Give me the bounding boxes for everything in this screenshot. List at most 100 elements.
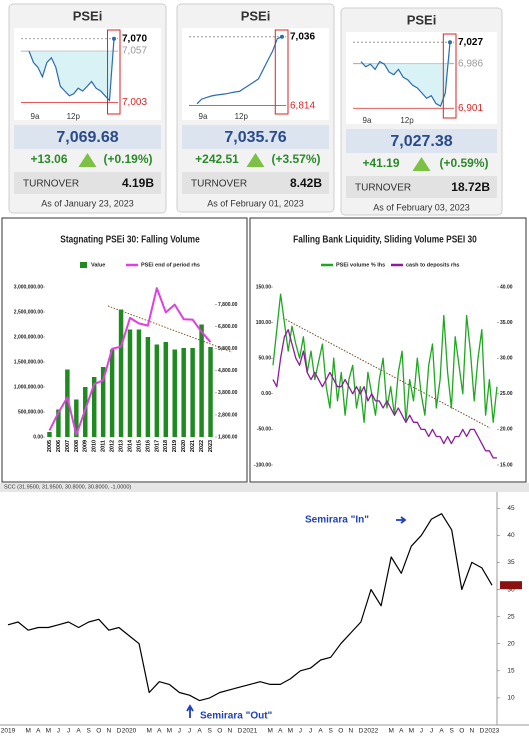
y-tick-label: 30	[507, 586, 515, 593]
x-tick-label: 9a	[199, 112, 208, 121]
x-tick-label: A	[318, 728, 323, 735]
x-tick-label: 2021	[243, 728, 258, 735]
bar	[199, 324, 204, 437]
legend-swatch	[80, 262, 87, 268]
last-point	[280, 34, 284, 39]
x-tick-label: 2019	[172, 440, 178, 452]
y2-tick-label: 7,800.00	[218, 302, 238, 308]
x-tick-label: O	[96, 728, 101, 735]
bar	[190, 348, 195, 437]
last-point	[448, 40, 452, 45]
x-tick-label: 2020	[122, 728, 137, 735]
x-tick-label: 2012	[110, 440, 116, 452]
y2-tick-label: 20.00	[500, 427, 513, 433]
chart-frame	[1, 217, 248, 483]
chart-bg	[182, 28, 329, 120]
x-tick-label: A	[76, 728, 81, 735]
legend-label: PSEi end of period rhs	[141, 262, 200, 268]
y-tick-label: 2,000,000.00	[14, 334, 43, 340]
area	[361, 42, 450, 107]
turnover-label: TURNOVER	[191, 179, 247, 190]
highlight-box	[442, 33, 457, 119]
up-triangle	[78, 153, 97, 167]
x-tick-label: A	[36, 728, 41, 735]
y-tick-label: 7,057	[122, 46, 147, 57]
arrow	[186, 704, 194, 718]
x-tick-label: M	[388, 728, 393, 735]
y-tick-label: 20	[507, 640, 515, 647]
x-tick-label: 12p	[67, 112, 81, 121]
x-tick-label: J	[299, 728, 302, 735]
card-percent: (+3.57%)	[271, 152, 320, 166]
x-tick-label: M	[267, 728, 272, 735]
y-tick-label: 35	[507, 559, 515, 566]
legend-label: Value	[91, 262, 105, 268]
x-tick-label: O	[459, 728, 464, 735]
x-tick-label: N	[348, 728, 353, 735]
y-tick-label: 45	[507, 505, 515, 512]
x-tick-label: 2021	[190, 440, 196, 452]
x-tick-label: A	[197, 728, 202, 735]
x-tick-label: S	[207, 728, 212, 735]
y2-tick-label: 3,800.00	[218, 390, 238, 396]
value-box	[14, 125, 161, 149]
last-point	[112, 36, 116, 41]
y-tick-label: -100.00	[254, 462, 271, 468]
x-tick-label: J	[57, 728, 60, 735]
x-tick-label: J	[430, 728, 433, 735]
card-value: 7,035.76	[224, 129, 286, 146]
line	[28, 38, 115, 102]
bar	[91, 377, 97, 437]
value-box	[346, 129, 497, 153]
x-tick-label: J	[420, 728, 423, 735]
up-triangle	[412, 157, 431, 171]
y-tick-label: 15	[507, 668, 515, 675]
turnover-box	[346, 176, 497, 198]
card-date: As of January 23, 2023	[41, 198, 134, 208]
x-tick-label: N	[469, 728, 474, 735]
card-title: PSEi	[241, 8, 271, 23]
bar	[172, 349, 177, 437]
x-tick-label: J	[67, 728, 70, 735]
chart-title: Stagnating PSEi 30: Falling Volume	[60, 235, 200, 246]
x-tick-label: 2015	[136, 440, 142, 452]
bar	[118, 309, 124, 437]
x-tick-label: 9a	[363, 116, 372, 125]
highlight-box	[107, 29, 121, 115]
turnover-value: 8.42B	[290, 176, 322, 190]
line	[272, 329, 497, 459]
y-tick-label: 50.00	[258, 356, 271, 362]
y2-tick-label: 30.00	[500, 356, 513, 362]
y-tick-label: 7,027	[458, 37, 483, 48]
turnover-value: 18.72B	[451, 180, 490, 194]
card-value: 7,069.68	[56, 129, 118, 146]
x-tick-label: A	[399, 728, 404, 735]
card-date: As of February 03, 2023	[373, 202, 470, 212]
area	[29, 38, 114, 101]
x-tick-label: M	[46, 728, 51, 735]
x-tick-label: D	[359, 728, 364, 735]
line	[7, 513, 493, 702]
turnover-box	[182, 172, 329, 194]
y-tick-label: 500,000.00	[18, 409, 43, 415]
y-tick-label: 2,500,000.00	[14, 309, 43, 315]
x-tick-label: 2017	[154, 440, 160, 452]
x-tick-label: S	[328, 728, 333, 735]
line	[272, 293, 498, 423]
y2-tick-label: 35.00	[500, 320, 513, 326]
highlight-box	[274, 29, 289, 115]
x-tick-label: M	[409, 728, 414, 735]
y-tick-label: 6,901	[458, 103, 483, 114]
line	[48, 287, 212, 436]
x-tick-label: M	[25, 728, 30, 735]
y-tick-label: 0.00	[261, 391, 271, 397]
x-tick-label: 2014	[127, 439, 133, 452]
legend-label: cash to deposits rhs	[406, 262, 460, 268]
bar	[136, 329, 142, 437]
bar	[65, 369, 70, 437]
x-tick-label: N	[106, 728, 111, 735]
card-change: +242.51	[195, 152, 239, 166]
x-tick-label: 2020	[181, 440, 187, 452]
x-tick-label: 2007	[65, 440, 71, 452]
x-tick-label: A	[157, 728, 162, 735]
